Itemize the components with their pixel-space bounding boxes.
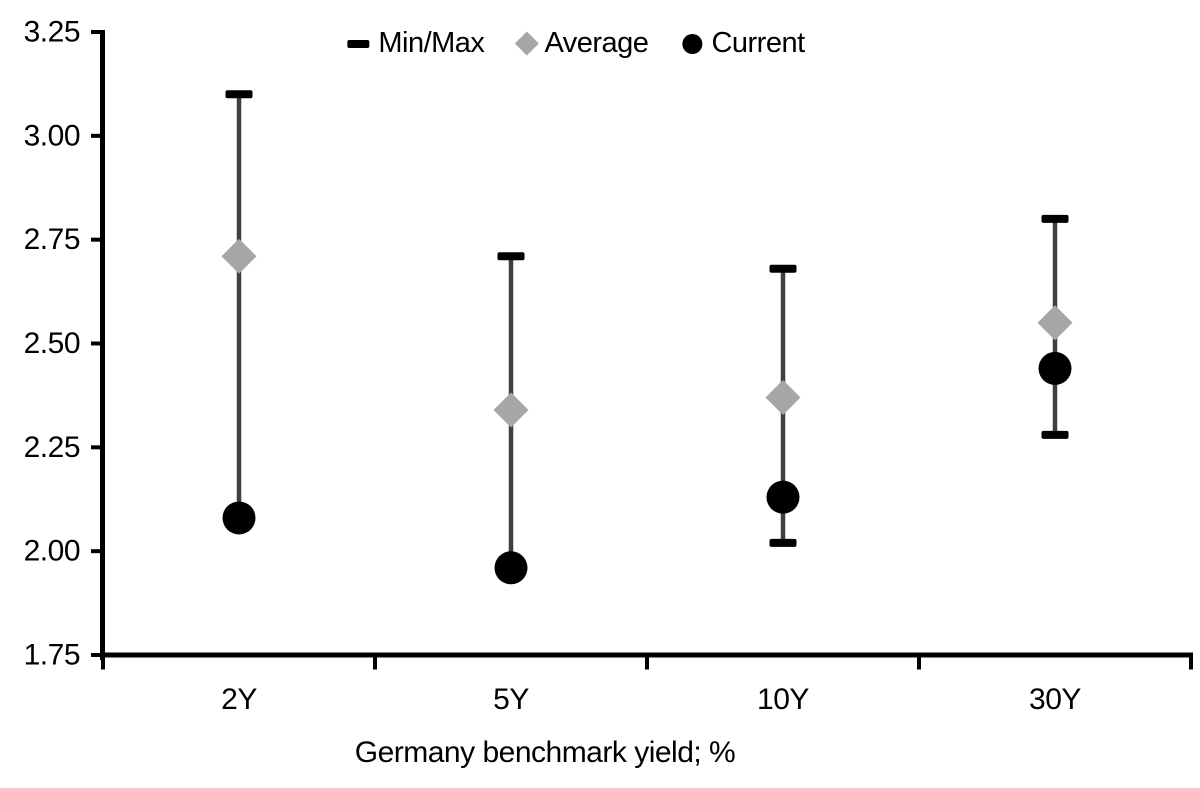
- max-cap-5Y: [497, 252, 525, 261]
- y-axis-tick: [91, 133, 103, 138]
- y-tick-label: 2.50: [24, 327, 80, 360]
- current-marker-10Y: [766, 480, 800, 514]
- legend-item-average: Average: [514, 27, 649, 60]
- max-cap-30Y: [1041, 214, 1069, 223]
- max-cap-2Y: [225, 90, 253, 99]
- legend-item-current: Current: [682, 27, 805, 60]
- y-axis-tick: [91, 30, 103, 34]
- legend-label: Average: [544, 27, 649, 59]
- x-axis-tick: [101, 652, 105, 670]
- average-marker-10Y: [765, 379, 801, 415]
- average-marker-30Y: [1037, 305, 1073, 341]
- current-marker-30Y: [1038, 351, 1072, 385]
- y-axis-tick: [91, 341, 103, 346]
- average-marker-5Y: [493, 392, 529, 428]
- x-tick-label: 2Y: [221, 683, 257, 716]
- y-tick-label: 2.00: [24, 535, 80, 568]
- current-marker-2Y: [222, 501, 256, 535]
- y-tick-label: 3.25: [24, 16, 80, 49]
- y-tick-label: 3.00: [24, 119, 80, 152]
- chart-legend: Min/Max Average Current: [347, 27, 805, 60]
- dash-icon: [347, 39, 370, 48]
- x-axis-tick: [645, 652, 649, 670]
- y-tick-label: 2.75: [24, 223, 80, 256]
- circle-icon: [682, 33, 703, 54]
- x-tick-label: 5Y: [493, 683, 529, 716]
- x-axis-tick: [1189, 652, 1193, 670]
- average-marker-2Y: [221, 238, 257, 274]
- y-axis-tick: [91, 549, 103, 554]
- x-axis-tick: [373, 652, 377, 670]
- legend-item-min-max: Min/Max: [347, 27, 485, 60]
- current-marker-5Y: [494, 551, 528, 585]
- min-cap-10Y: [769, 538, 797, 547]
- x-axis-title: Germany benchmark yield; %: [354, 736, 736, 769]
- y-tick-label: 1.75: [24, 639, 80, 672]
- y-axis-tick: [91, 445, 103, 450]
- x-axis-tick: [917, 652, 921, 670]
- x-tick-label: 30Y: [1029, 683, 1081, 716]
- max-cap-10Y: [769, 264, 797, 273]
- legend-label: Min/Max: [378, 27, 485, 59]
- y-tick-label: 2.25: [24, 431, 80, 464]
- y-axis-tick: [91, 237, 103, 242]
- legend-label: Current: [711, 27, 805, 59]
- min-cap-30Y: [1041, 430, 1069, 439]
- y-axis-tick: [91, 653, 103, 657]
- diamond-icon: [514, 31, 539, 56]
- x-tick-label: 10Y: [757, 683, 809, 716]
